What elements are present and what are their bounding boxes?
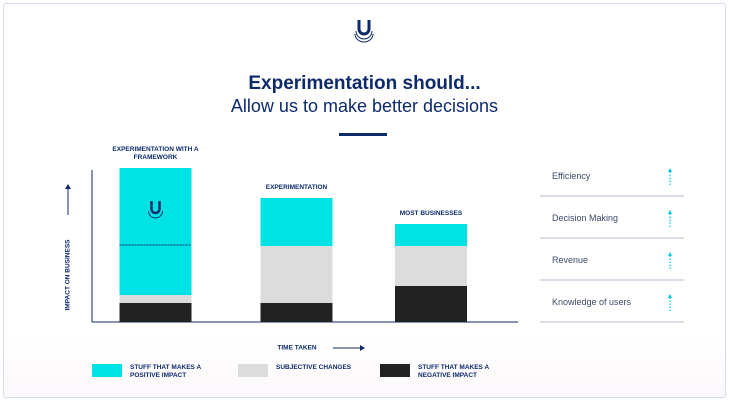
bar-segment [395, 246, 467, 286]
legend-swatch [238, 364, 268, 377]
y-axis-label: IMPACT ON BUSINESS [64, 239, 72, 311]
logo-arc [148, 210, 163, 219]
outcome-arrowhead [668, 252, 672, 256]
legend-label: STUFF THAT MAKES A NEGATIVE IMPACT [418, 364, 489, 379]
bar-segment [260, 246, 333, 303]
outcome-list [540, 168, 684, 323]
legend-swatch [380, 364, 410, 377]
x-axis-label: TIME TAKEN [277, 344, 317, 352]
y-arrow [65, 184, 71, 215]
title: Experimentation should... [248, 73, 481, 94]
bar-segment [119, 295, 192, 303]
logo-u [150, 201, 161, 215]
legend-label: SUBJECTIVE CHANGES [276, 364, 352, 371]
bar-segment [119, 303, 192, 322]
outcome-label: Revenue [552, 255, 589, 265]
bar-segment [119, 168, 192, 295]
outcome-label: Decision Making [552, 213, 619, 223]
outcome-arrowhead [668, 168, 672, 172]
category-label: MOST BUSINESSES [399, 210, 463, 217]
bar-segment [260, 198, 333, 246]
outcome-arrowhead [668, 210, 672, 214]
subtitle: Allow us to make better decisions [230, 96, 499, 116]
category-label: EXPERIMENTATION WITH A FRAMEWORK [112, 146, 199, 161]
bar-segment [395, 224, 467, 246]
bar-logo [148, 201, 163, 219]
bar-segment [260, 303, 333, 322]
category-label: EXPERIMENTATION [265, 184, 328, 191]
outcome-label: Efficiency [552, 171, 591, 181]
outcome-arrowhead [668, 294, 672, 298]
bar-segment [395, 286, 467, 322]
logo [354, 20, 374, 43]
legend-label: STUFF THAT MAKES A POSITIVE IMPACT [130, 364, 201, 379]
title-underline [339, 133, 387, 136]
x-arrow [333, 345, 365, 351]
outcome-label: Knowledge of users [552, 297, 632, 307]
legend-swatch [92, 364, 122, 377]
